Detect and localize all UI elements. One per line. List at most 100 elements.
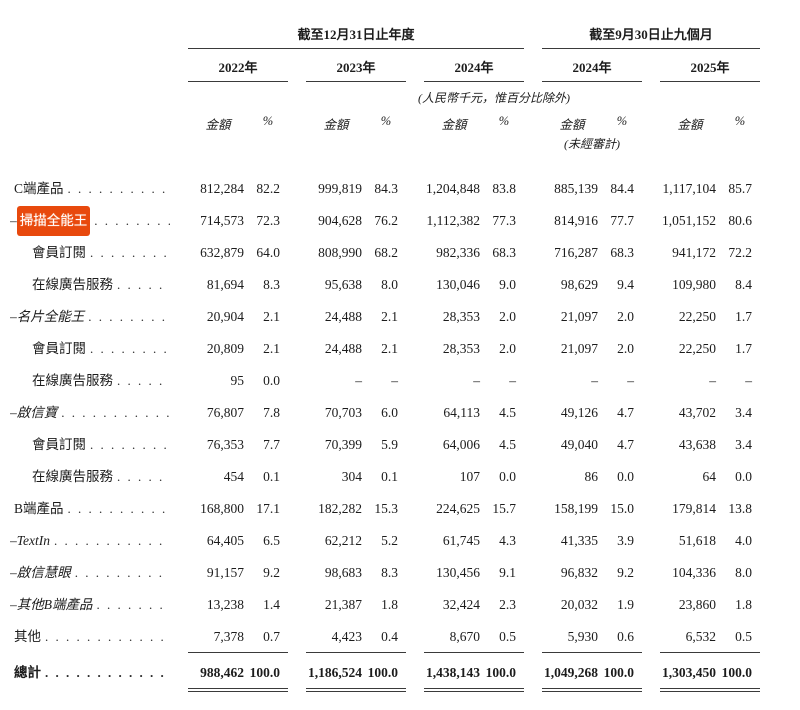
- table-row: – TextIn 64,405 6.5 62,212 5.2 61,745 4.3 41,3…: [10, 526, 786, 558]
- amount-cell: 81,694: [206, 277, 244, 292]
- pct-cell: 77.7: [610, 213, 634, 228]
- table-row: 其他 7,3780.74,4230.48,6700.55,9300.66,532…: [10, 622, 786, 654]
- pct-cell: 9.0: [499, 277, 516, 292]
- amount-cell: 885,139: [554, 181, 598, 196]
- pct-cell: 72.3: [256, 213, 280, 228]
- pct-cell: 83.8: [492, 181, 516, 196]
- amount-cell: 24,488: [324, 309, 362, 324]
- pct-cell: 77.3: [492, 213, 516, 228]
- table-body: C端產品 812,284 82.2 999,819 84.3 1,204,848 83.8…: [10, 174, 786, 692]
- dot-leader: [75, 558, 170, 588]
- pct-cell: 9.1: [499, 565, 516, 580]
- amount-cell: 224,625: [436, 501, 480, 516]
- pct-cell: 72.2: [728, 245, 752, 260]
- revenue-breakdown-table-page: 截至12月31日止年度 截至9月30日止九個月 2022年 2023年 2024…: [0, 0, 800, 690]
- pct-cell: –: [391, 373, 398, 388]
- row-label-cell: – 其他B端產品: [10, 590, 170, 620]
- pct-cell: 4.7: [617, 437, 634, 452]
- pct-cell: 84.3: [374, 181, 398, 196]
- pct-cell: 0.5: [484, 622, 524, 653]
- amount-cell: 1,117,104: [662, 181, 717, 196]
- pct-cell: 4.3: [499, 533, 516, 548]
- row-label: 其他B端產品: [16, 597, 93, 612]
- pct-cell: 1.7: [735, 309, 752, 324]
- amount-cell: 76,353: [206, 437, 244, 452]
- pct-cell: 100.0: [720, 658, 760, 692]
- amount-cell: 168,800: [200, 501, 244, 516]
- pct-cell: 2.0: [617, 341, 634, 356]
- amount-cell: –: [473, 373, 480, 388]
- row-dash-prefix: –: [10, 405, 17, 420]
- amount-column-header: 金額: [205, 118, 231, 132]
- row-label-cell: 會員訂閱: [10, 430, 170, 460]
- amount-cell: 808,990: [318, 245, 362, 260]
- row-label: 總計: [14, 665, 41, 680]
- dot-leader: [45, 622, 170, 652]
- pct-cell: 0.4: [366, 622, 406, 653]
- dot-leader: [117, 366, 170, 396]
- table-row: C端產品 812,284 82.2 999,819 84.3 1,204,848 83.8…: [10, 174, 786, 206]
- amount-cell: 70,703: [324, 405, 362, 420]
- dot-leader: [94, 206, 170, 236]
- amount-cell: 130,456: [436, 565, 480, 580]
- pct-cell: 8.4: [735, 277, 752, 292]
- amount-cell: 941,172: [672, 245, 716, 260]
- dot-leader: [117, 462, 170, 492]
- pct-cell: 15.0: [610, 501, 634, 516]
- row-label: 會員訂閱: [32, 245, 86, 260]
- pct-cell: 100.0: [248, 658, 288, 692]
- pct-cell: 0.0: [263, 373, 280, 388]
- amount-cell: 20,809: [206, 341, 244, 356]
- dot-leader: [117, 270, 170, 300]
- row-dash-prefix: –: [10, 565, 17, 580]
- pct-cell: 2.1: [381, 341, 398, 356]
- period-group-nine-month: 截至9月30日止九個月: [542, 24, 760, 49]
- amount-cell: 304: [341, 469, 362, 484]
- table-row: – 掃描全能王 714,573 72.3 904,628 76.2 1,112,382 7…: [10, 206, 786, 238]
- row-label-cell: 在線廣告服務: [10, 270, 170, 300]
- row-label-cell: – 名片全能王: [10, 302, 170, 332]
- pct-cell: 2.0: [499, 309, 516, 324]
- pct-cell: 13.8: [728, 501, 752, 516]
- row-dash-prefix: –: [10, 309, 17, 324]
- table-row: 總計 988,462100.01,186,524100.01,438,14310…: [10, 658, 786, 692]
- row-label-cell: 會員訂閱: [10, 238, 170, 268]
- pct-cell: 100.0: [484, 658, 524, 692]
- amount-cell: 96,832: [560, 565, 598, 580]
- amount-cell: 21,387: [324, 597, 362, 612]
- amount-column-header: 金額: [559, 118, 585, 132]
- row-dash-prefix: –: [10, 213, 17, 228]
- pct-cell: 15.3: [374, 501, 398, 516]
- amount-cell: 1,303,450: [660, 658, 720, 692]
- pct-cell: 7.7: [263, 437, 280, 452]
- amount-cell: 62,212: [324, 533, 362, 548]
- amount-cell: 13,238: [206, 597, 244, 612]
- row-label-cell: – TextIn: [10, 526, 170, 556]
- amount-cell: 814,916: [554, 213, 598, 228]
- table-row: 在線廣告服務 454 0.1 304 0.1 107 0.0 86 0.0 64 0.0: [10, 462, 786, 494]
- amount-cell: 130,046: [436, 277, 480, 292]
- row-dash-prefix: –: [10, 597, 17, 612]
- table-row: – 啟信寶 76,807 7.8 70,703 6.0 64,113 4.5 49,126 4…: [10, 398, 786, 430]
- amount-cell: 20,032: [560, 597, 598, 612]
- amount-cell: –: [591, 373, 598, 388]
- dot-leader: [68, 174, 170, 204]
- pct-cell: 4.7: [617, 405, 634, 420]
- pct-cell: 3.4: [735, 437, 752, 452]
- pct-cell: 8.3: [381, 565, 398, 580]
- amount-cell: 179,814: [672, 501, 716, 516]
- row-label-cell: – 啟信慧眼: [10, 558, 170, 588]
- pct-cell: 2.1: [263, 341, 280, 356]
- currency-unit-note: (人民幣千元，惟百分比除外): [418, 91, 570, 105]
- pct-cell: 2.0: [617, 309, 634, 324]
- amount-cell: 21,097: [560, 341, 598, 356]
- pct-cell: 0.1: [263, 469, 280, 484]
- amount-cell: 23,860: [678, 597, 716, 612]
- row-label-cell: 會員訂閱: [10, 334, 170, 364]
- amount-cell: 86: [584, 469, 599, 484]
- amount-cell: 904,628: [318, 213, 362, 228]
- table-row: 會員訂閱 632,879 64.0 808,990 68.2 982,336 68.3 71…: [10, 238, 786, 270]
- period-group-annual: 截至12月31日止年度: [188, 24, 524, 49]
- pct-cell: 9.2: [617, 565, 634, 580]
- year-2024-nine-month: 2024年: [542, 57, 642, 82]
